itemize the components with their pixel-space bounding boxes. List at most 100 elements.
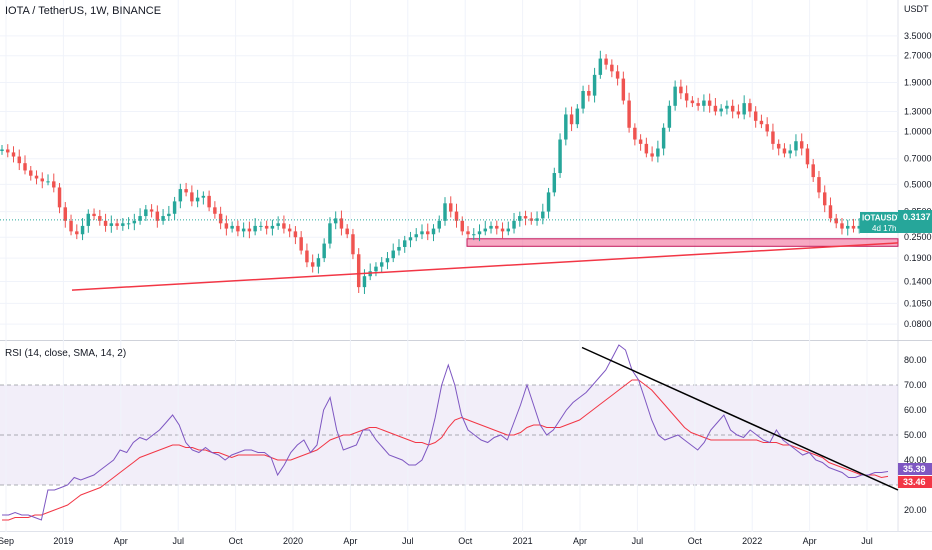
candle-body <box>822 192 827 206</box>
candle-body <box>0 149 4 152</box>
candle-body <box>345 228 349 235</box>
candle-body <box>782 148 787 154</box>
candle-body <box>63 207 68 221</box>
candle-body <box>644 143 649 154</box>
candle-body <box>17 156 21 164</box>
candle-body <box>679 86 683 94</box>
candle-body <box>29 170 33 176</box>
candle-body <box>437 220 441 229</box>
support-trendline[interactable] <box>71 242 899 291</box>
time-axis-label: Jul <box>402 536 414 546</box>
candle-body <box>454 211 459 221</box>
candle-body <box>282 223 286 229</box>
candle-body <box>443 203 447 221</box>
candle-body <box>426 231 430 235</box>
price-tick-label: 0.1900 <box>904 253 932 263</box>
candle-body <box>351 234 355 255</box>
rsi-sma-line <box>2 379 889 521</box>
candle-body <box>851 225 856 229</box>
candle-body <box>523 216 528 219</box>
candle-body <box>667 105 672 128</box>
price-tick-label: 2.7000 <box>904 51 932 61</box>
candle-body <box>794 141 798 151</box>
symbol-header[interactable]: IOTA / TetherUS, 1W, BINANCE <box>5 5 161 17</box>
candle-body <box>817 177 821 193</box>
candle-body <box>610 64 614 72</box>
price-tag-symbol: IOTAUSDT <box>862 214 902 223</box>
candle-body <box>581 90 585 109</box>
candle-body <box>69 220 73 232</box>
candle-body <box>805 148 810 165</box>
candle-body <box>748 103 752 112</box>
candle-body <box>98 216 102 221</box>
candle-body <box>276 223 280 226</box>
rsi-sma-tag <box>898 476 932 488</box>
candle-body <box>305 250 309 263</box>
candle-body <box>472 234 476 236</box>
candle-body <box>80 225 85 235</box>
candle-body <box>385 258 390 263</box>
candle-body <box>546 192 551 212</box>
time-axis-label: 2021 <box>513 536 533 546</box>
time-axis-label: 2020 <box>283 536 303 546</box>
candle-body <box>489 225 493 229</box>
candle-body <box>713 105 718 112</box>
price-tick-label: 0.2500 <box>904 232 932 242</box>
candle-body <box>230 225 234 229</box>
price-tag-box <box>898 210 932 233</box>
candle-body <box>403 240 407 247</box>
candle-body <box>299 237 303 251</box>
candle-body <box>339 218 344 229</box>
candle-body <box>627 100 631 128</box>
candle-body <box>621 78 626 101</box>
candle-body <box>558 139 562 174</box>
support-zone[interactable] <box>466 238 899 247</box>
candle-body <box>650 153 654 157</box>
candle-body <box>742 103 746 115</box>
candle-body <box>460 220 464 232</box>
candle-body <box>512 220 516 229</box>
time-axis-label: 2019 <box>53 536 73 546</box>
candle-body <box>702 100 706 106</box>
candle-body <box>615 71 620 79</box>
candle-body <box>633 127 637 140</box>
candle-body <box>11 152 16 157</box>
candle-body <box>788 150 792 154</box>
candle-body <box>592 74 597 96</box>
candle-body <box>840 223 844 229</box>
price-tick-label: 0.5000 <box>904 179 932 189</box>
candle-body <box>207 195 211 208</box>
candle-body <box>684 93 689 101</box>
candle-body <box>759 120 764 125</box>
candle-body <box>195 197 200 202</box>
price-tick-label: 1.0000 <box>904 126 932 136</box>
candle-body <box>52 181 56 188</box>
candle-body <box>322 243 326 259</box>
candle-body <box>149 209 154 212</box>
candle-body <box>362 276 367 288</box>
candle-body <box>121 223 125 226</box>
price-tick-label: 0.7000 <box>904 154 932 164</box>
candle-body <box>696 103 700 106</box>
candle-body <box>23 163 27 171</box>
candle-body <box>736 111 741 115</box>
time-axis-label: Oct <box>458 536 473 546</box>
price-tag-countdown: 4d 17h <box>872 224 896 233</box>
candle-body <box>310 262 315 267</box>
candle-body <box>132 220 137 224</box>
candle-body <box>552 173 557 193</box>
candle-body <box>466 231 470 235</box>
rsi-indicator-label[interactable]: RSI (14, close, SMA, 14, 2) <box>5 348 126 359</box>
candle-body <box>483 228 487 232</box>
price-tick-label: 0.1050 <box>904 298 932 308</box>
candle-body <box>259 225 263 227</box>
candle-body <box>431 228 436 235</box>
candle-body <box>690 100 695 104</box>
candle-body <box>270 225 275 229</box>
candle-body <box>155 211 160 221</box>
rsi-trendline[interactable] <box>581 346 899 491</box>
candle-body <box>765 124 769 132</box>
candle-body <box>161 216 165 221</box>
